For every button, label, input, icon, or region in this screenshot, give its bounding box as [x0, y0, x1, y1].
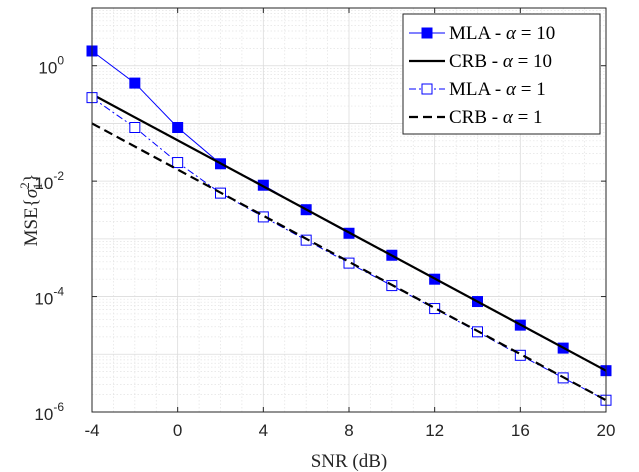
legend-label-alpha: α — [503, 107, 514, 128]
series-layer — [86, 45, 612, 406]
legend-label: CRB - α = 1 — [449, 107, 543, 128]
y-axis-label-suffix: } — [21, 174, 42, 183]
y-axis-label-prefix: MSE{ — [21, 198, 42, 246]
legend-label-alpha: α — [506, 23, 517, 44]
data-point — [129, 122, 141, 134]
y-tick-base: 10 — [34, 174, 53, 193]
legend-marker — [421, 27, 433, 39]
y-axis-label-var: σ — [21, 188, 42, 198]
legend-label-prefix: CRB - — [449, 51, 503, 72]
legend-label-prefix: MLA - — [449, 23, 506, 44]
y-tick-exponent: -4 — [53, 285, 64, 299]
legend-label-prefix: CRB - — [449, 107, 503, 128]
legend-entry-3: MLA - α = 1 — [409, 79, 546, 100]
y-tick-base: 10 — [38, 59, 57, 78]
data-point — [129, 77, 141, 89]
legend-entry-4: CRB - α = 1 — [409, 107, 543, 128]
legend-label-suffix: = 1 — [513, 107, 543, 128]
series-line — [91, 93, 607, 372]
legend-label-prefix: MLA - — [449, 79, 506, 100]
x-axis-label: SNR (dB) — [311, 451, 388, 472]
data-point — [172, 122, 184, 134]
legend-label-alpha: α — [506, 79, 517, 100]
y-tick-base: 10 — [34, 405, 53, 424]
legend-marker — [421, 83, 433, 95]
legend-entry-1: MLA - α = 10 — [409, 23, 555, 44]
x-tick-label: 4 — [259, 421, 268, 440]
y-tick-label: 10-6 — [34, 400, 64, 424]
x-tick-label: 8 — [344, 421, 353, 440]
data-point — [257, 211, 269, 223]
series-2 — [91, 93, 607, 372]
legend-label: MLA - α = 1 — [449, 79, 546, 100]
y-tick-label: 10-2 — [34, 169, 64, 193]
y-tick-exponent: -6 — [53, 400, 64, 414]
data-point — [343, 257, 355, 269]
legend-label-alpha: α — [503, 51, 514, 72]
y-axis-label-sub: 1 — [30, 183, 45, 190]
x-tick-label: 12 — [425, 421, 444, 440]
legend-label: MLA - α = 10 — [449, 23, 555, 44]
legend-label-suffix: = 10 — [516, 23, 555, 44]
y-tick-label: 10-4 — [34, 285, 64, 309]
y-axis-label: MSE{σ21} — [17, 174, 45, 247]
data-point — [300, 234, 312, 246]
y-tick-exponent: 0 — [57, 54, 64, 68]
x-tick-label: -4 — [84, 421, 99, 440]
legend-label-suffix: = 1 — [516, 79, 546, 100]
y-tick-exponent: -2 — [53, 169, 64, 183]
y-tick-label: 100 — [38, 54, 64, 78]
legend-label-suffix: = 10 — [513, 51, 552, 72]
y-tick-base: 10 — [34, 290, 53, 309]
data-point — [514, 349, 526, 361]
x-tick-label: 20 — [597, 421, 616, 440]
data-point — [172, 157, 184, 169]
axis-labels: SNR (dB) MSE{σ21} — [17, 174, 387, 472]
x-tick-label: 16 — [511, 421, 530, 440]
data-point — [429, 303, 441, 315]
x-tick-label: 0 — [173, 421, 182, 440]
legend-entry-2: CRB - α = 10 — [409, 51, 552, 72]
legend-label: CRB - α = 10 — [449, 51, 552, 72]
legend-box — [402, 13, 601, 135]
y-axis-label-sup: 2 — [17, 182, 32, 189]
